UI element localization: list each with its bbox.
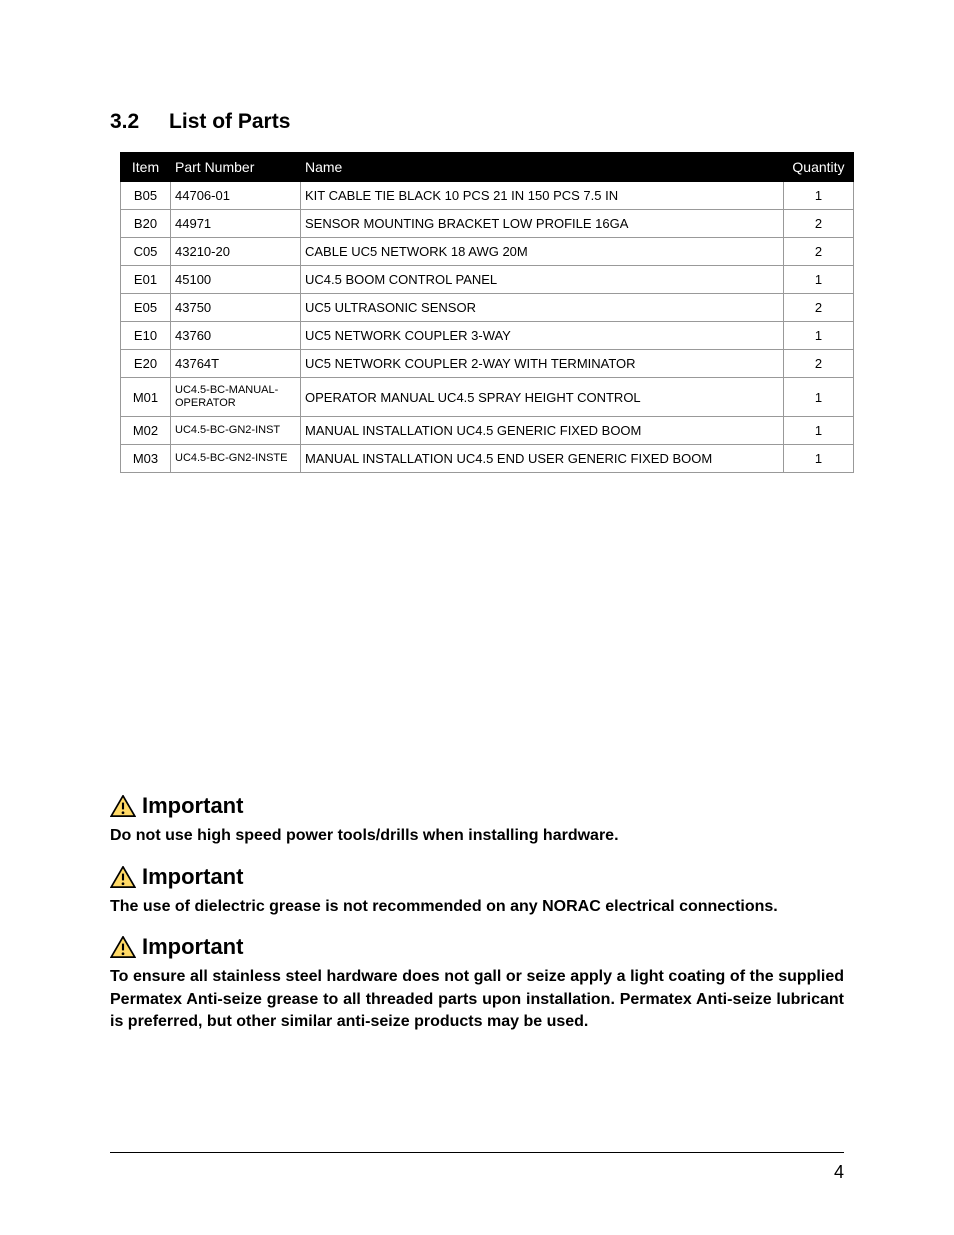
- cell-item: C05: [121, 238, 171, 266]
- cell-part-number: UC4.5-BC-GN2-INST: [171, 417, 301, 445]
- cell-item: M03: [121, 445, 171, 473]
- important-block: Important The use of dielectric grease is…: [110, 864, 844, 918]
- cell-name: OPERATOR MANUAL UC4.5 SPRAY HEIGHT CONTR…: [301, 378, 784, 417]
- cell-part-number: 43760: [171, 322, 301, 350]
- table-row: M02UC4.5-BC-GN2-INSTMANUAL INSTALLATION …: [121, 417, 854, 445]
- cell-part-number: 44971: [171, 210, 301, 238]
- table-row: M01UC4.5-BC-MANUAL-OPERATOROPERATOR MANU…: [121, 378, 854, 417]
- col-quantity: Quantity: [784, 153, 854, 182]
- table-row: M03UC4.5-BC-GN2-INSTEMANUAL INSTALLATION…: [121, 445, 854, 473]
- important-block: Important Do not use high speed power too…: [110, 793, 844, 847]
- page-number: 4: [834, 1162, 844, 1183]
- important-header: Important: [110, 934, 844, 960]
- cell-name: UC5 NETWORK COUPLER 3-WAY: [301, 322, 784, 350]
- important-label: Important: [142, 793, 243, 819]
- cell-name: MANUAL INSTALLATION UC4.5 GENERIC FIXED …: [301, 417, 784, 445]
- cell-item: B05: [121, 182, 171, 210]
- table-row: B2044971SENSOR MOUNTING BRACKET LOW PROF…: [121, 210, 854, 238]
- cell-quantity: 1: [784, 378, 854, 417]
- important-text: The use of dielectric grease is not reco…: [110, 896, 844, 918]
- important-text: To ensure all stainless steel hardware d…: [110, 966, 844, 1033]
- cell-name: SENSOR MOUNTING BRACKET LOW PROFILE 16GA: [301, 210, 784, 238]
- cell-item: E10: [121, 322, 171, 350]
- table-row: E2043764TUC5 NETWORK COUPLER 2-WAY WITH …: [121, 350, 854, 378]
- cell-quantity: 1: [784, 266, 854, 294]
- important-label: Important: [142, 934, 243, 960]
- cell-item: E01: [121, 266, 171, 294]
- cell-quantity: 1: [784, 417, 854, 445]
- warning-icon: [110, 866, 136, 888]
- parts-table: Item Part Number Name Quantity B0544706-…: [120, 152, 854, 473]
- col-item: Item: [121, 153, 171, 182]
- table-row: E0543750UC5 ULTRASONIC SENSOR2: [121, 294, 854, 322]
- cell-part-number: 44706-01: [171, 182, 301, 210]
- table-header-row: Item Part Number Name Quantity: [121, 153, 854, 182]
- cell-quantity: 2: [784, 238, 854, 266]
- cell-part-number: 43764T: [171, 350, 301, 378]
- cell-name: UC5 ULTRASONIC SENSOR: [301, 294, 784, 322]
- table-row: E0145100UC4.5 BOOM CONTROL PANEL1: [121, 266, 854, 294]
- cell-part-number: 45100: [171, 266, 301, 294]
- cell-name: UC5 NETWORK COUPLER 2-WAY WITH TERMINATO…: [301, 350, 784, 378]
- important-label: Important: [142, 864, 243, 890]
- cell-item: B20: [121, 210, 171, 238]
- section-number: 3.2: [110, 110, 139, 134]
- cell-part-number: 43210-20: [171, 238, 301, 266]
- col-name: Name: [301, 153, 784, 182]
- cell-quantity: 1: [784, 445, 854, 473]
- cell-item: M01: [121, 378, 171, 417]
- cell-part-number: UC4.5-BC-GN2-INSTE: [171, 445, 301, 473]
- warning-icon: [110, 936, 136, 958]
- important-text: Do not use high speed power tools/drills…: [110, 825, 844, 847]
- cell-quantity: 2: [784, 294, 854, 322]
- section-heading: 3.2 List of Parts: [110, 110, 844, 134]
- cell-name: KIT CABLE TIE BLACK 10 PCS 21 IN 150 PCS…: [301, 182, 784, 210]
- cell-name: CABLE UC5 NETWORK 18 AWG 20M: [301, 238, 784, 266]
- cell-item: M02: [121, 417, 171, 445]
- table-row: C0543210-20CABLE UC5 NETWORK 18 AWG 20M2: [121, 238, 854, 266]
- notices-container: Important Do not use high speed power too…: [110, 793, 844, 1033]
- cell-quantity: 1: [784, 182, 854, 210]
- cell-name: UC4.5 BOOM CONTROL PANEL: [301, 266, 784, 294]
- cell-quantity: 2: [784, 350, 854, 378]
- cell-part-number: UC4.5-BC-MANUAL-OPERATOR: [171, 378, 301, 417]
- cell-quantity: 2: [784, 210, 854, 238]
- table-body: B0544706-01KIT CABLE TIE BLACK 10 PCS 21…: [121, 182, 854, 473]
- cell-part-number: 43750: [171, 294, 301, 322]
- cell-name: MANUAL INSTALLATION UC4.5 END USER GENER…: [301, 445, 784, 473]
- section-title: List of Parts: [169, 110, 290, 133]
- table-row: B0544706-01KIT CABLE TIE BLACK 10 PCS 21…: [121, 182, 854, 210]
- important-block: Important To ensure all stainless steel h…: [110, 934, 844, 1033]
- important-header: Important: [110, 864, 844, 890]
- warning-icon: [110, 795, 136, 817]
- cell-quantity: 1: [784, 322, 854, 350]
- page-divider: [110, 1152, 844, 1153]
- cell-item: E05: [121, 294, 171, 322]
- table-row: E1043760UC5 NETWORK COUPLER 3-WAY1: [121, 322, 854, 350]
- col-part-number: Part Number: [171, 153, 301, 182]
- important-header: Important: [110, 793, 844, 819]
- cell-item: E20: [121, 350, 171, 378]
